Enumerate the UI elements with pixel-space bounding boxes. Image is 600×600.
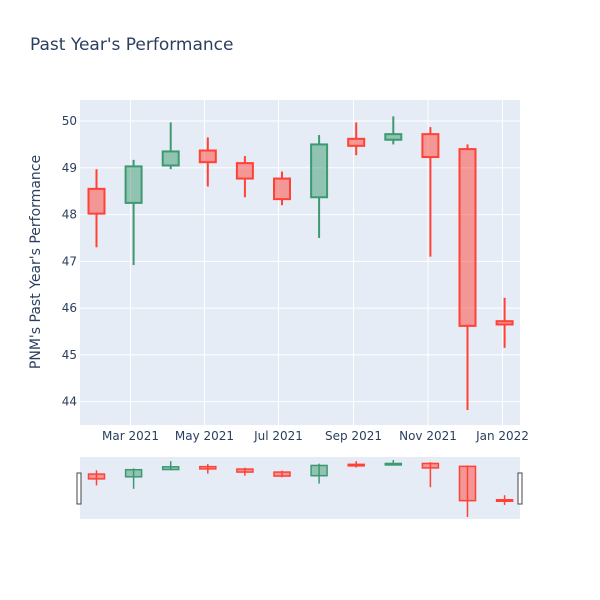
x-tick-label: Jul 2021	[253, 429, 303, 443]
slider-candle-body	[384, 462, 403, 466]
candle[interactable]	[347, 122, 366, 156]
y-axis-label: PNM's Past Year's Performance	[28, 155, 44, 369]
candle[interactable]	[235, 156, 254, 198]
slider-candle	[347, 461, 365, 468]
candle-body	[161, 150, 180, 167]
candle[interactable]	[87, 169, 106, 248]
y-tick-label: 48	[62, 208, 77, 222]
range-slider-right-handle[interactable]	[517, 472, 523, 505]
slider-candle	[421, 462, 440, 488]
plot-area[interactable]	[80, 100, 520, 425]
y-axis-ticks: 44 45 46 47 48 49 50	[62, 114, 77, 409]
y-tick-label: 44	[62, 395, 77, 409]
candle-body	[347, 137, 366, 147]
slider-candle	[199, 464, 217, 474]
range-slider-candles	[87, 460, 514, 517]
range-slider[interactable]	[80, 457, 520, 519]
x-tick-label: May 2021	[175, 429, 234, 443]
slider-candle	[310, 463, 328, 484]
slider-candle	[87, 470, 106, 486]
slider-candle-body	[161, 466, 180, 471]
slider-candle-body	[273, 471, 291, 477]
x-tick-label: Jan 2022	[475, 429, 529, 443]
candle[interactable]	[421, 127, 440, 257]
candle-body	[384, 133, 403, 141]
slider-candle-body	[458, 465, 477, 502]
range-slider-left-handle[interactable]	[76, 472, 82, 505]
slider-candle-body	[124, 468, 143, 478]
y-tick-label: 46	[62, 301, 77, 315]
candle[interactable]	[273, 171, 291, 206]
slider-candle-body	[87, 473, 106, 480]
candle-body	[235, 162, 254, 180]
candle-body	[310, 143, 329, 199]
x-tick-label: Mar 2021	[102, 429, 159, 443]
slider-candle-body	[421, 462, 440, 469]
chart-title: Past Year's Performance	[30, 35, 234, 55]
x-tick-label: Nov 2021	[399, 429, 457, 443]
candle[interactable]	[310, 135, 329, 238]
y-tick-label: 50	[62, 114, 77, 128]
candle-body	[198, 149, 217, 164]
slider-candle-body	[347, 463, 365, 467]
slider-candle	[273, 470, 291, 478]
slider-candle	[124, 468, 143, 489]
candle-series	[87, 116, 514, 411]
y-tick-label: 47	[62, 254, 77, 268]
slider-candle-body	[495, 499, 514, 503]
candle[interactable]	[161, 122, 180, 170]
y-tick-label: 49	[62, 161, 77, 175]
candle[interactable]	[384, 116, 403, 145]
slider-candle-body	[310, 464, 328, 477]
candle-body	[273, 177, 291, 201]
slider-candle	[236, 467, 254, 476]
candle-body	[458, 148, 477, 327]
slider-candle-body	[199, 465, 217, 470]
candle[interactable]	[458, 144, 477, 411]
slider-candle	[384, 460, 403, 466]
candle[interactable]	[124, 159, 143, 266]
candle[interactable]	[495, 297, 514, 348]
candle-body	[421, 133, 440, 159]
slider-candle	[458, 465, 477, 517]
y-tick-label: 45	[62, 348, 77, 362]
candle-body	[495, 320, 514, 326]
candle[interactable]	[198, 137, 217, 187]
slider-candle-body	[236, 468, 254, 473]
candle-body	[87, 187, 106, 215]
slider-candle	[495, 495, 514, 505]
x-axis-ticks: Mar 2021 May 2021 Jul 2021 Sep 2021 Nov 2021…	[102, 429, 529, 443]
x-tick-label: Sep 2021	[325, 429, 382, 443]
slider-candle	[161, 461, 180, 471]
candle-body	[124, 165, 143, 204]
